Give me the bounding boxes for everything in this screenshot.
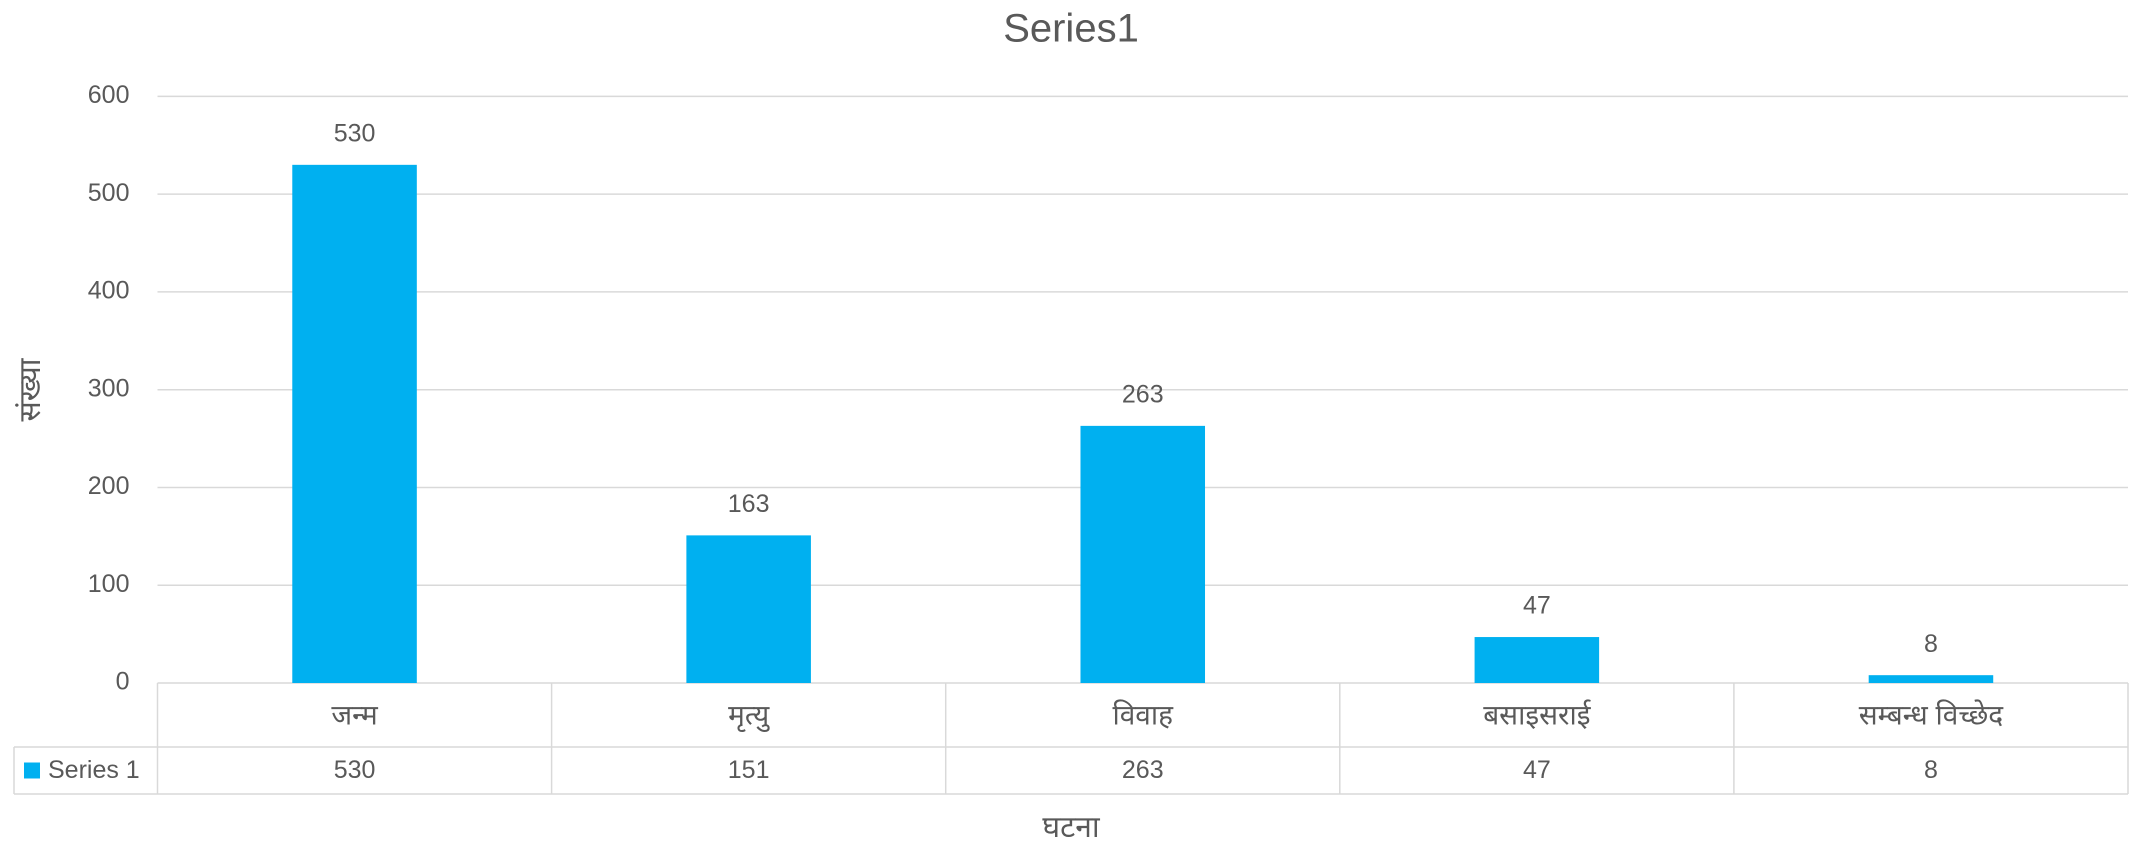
data-label: 263 bbox=[1122, 380, 1164, 408]
y-tick-label: 100 bbox=[88, 570, 130, 598]
x-tick-label: बसाइसराई bbox=[1483, 698, 1592, 730]
bar bbox=[686, 535, 811, 683]
bar bbox=[292, 164, 417, 683]
y-tick-label: 600 bbox=[88, 81, 130, 109]
bar bbox=[1474, 637, 1600, 683]
table-value: 151 bbox=[728, 756, 770, 784]
y-tick-label: 400 bbox=[88, 277, 130, 305]
table-value: 263 bbox=[1122, 756, 1164, 784]
data-label: 163 bbox=[728, 490, 770, 518]
x-tick-label: विवाह bbox=[1112, 698, 1174, 730]
legend-label: Series 1 bbox=[48, 756, 140, 784]
data-label: 47 bbox=[1523, 592, 1551, 620]
chart-title: Series1 bbox=[1003, 7, 1139, 51]
data-label: 8 bbox=[1924, 630, 1938, 658]
table-value: 530 bbox=[334, 756, 376, 784]
data-label: 530 bbox=[334, 119, 376, 147]
table-value: 8 bbox=[1924, 756, 1938, 784]
x-axis-title: घटना bbox=[1042, 811, 1101, 844]
bar bbox=[1080, 425, 1206, 683]
legend-key bbox=[24, 762, 40, 779]
y-tick-label: 500 bbox=[88, 179, 130, 207]
y-tick-label: 200 bbox=[88, 472, 130, 500]
bar bbox=[1868, 675, 1994, 683]
y-tick-label: 300 bbox=[88, 374, 130, 402]
x-tick-label: सम्बन्ध विच्छेद bbox=[1859, 698, 2005, 730]
x-tick-label: मृत्यु bbox=[728, 699, 770, 732]
table-value: 47 bbox=[1523, 756, 1551, 784]
y-axis-title: संख्या bbox=[14, 357, 47, 421]
x-tick-label: जन्म bbox=[331, 699, 379, 730]
y-tick-label: 0 bbox=[116, 668, 130, 696]
